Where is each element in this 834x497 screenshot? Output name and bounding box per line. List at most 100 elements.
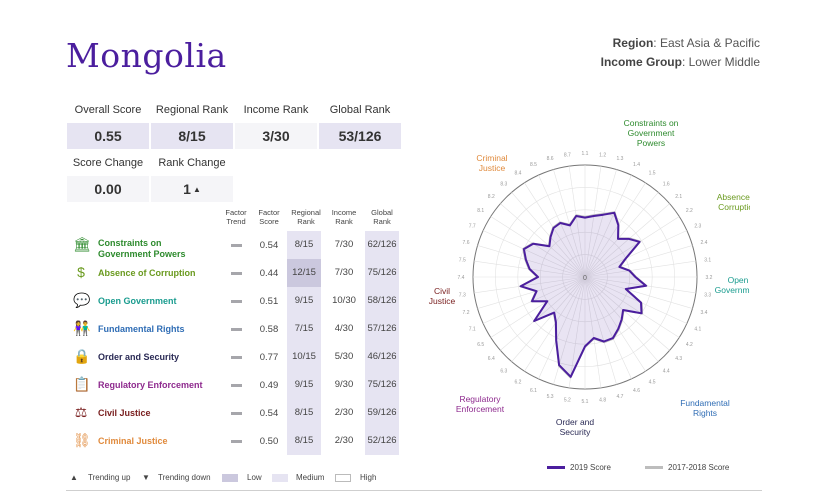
radar-spoke — [490, 276, 586, 338]
factor-name: Open Government — [98, 296, 177, 306]
radar-center-label: 0 — [583, 275, 587, 282]
income-rank-cell: 10/30 — [332, 295, 356, 306]
factor-score: 0.77 — [259, 352, 279, 363]
radar-chart: 1.1 1.2 1.3 1.4 1.5 1.6 2.1 2.2 2.3 2.4 3.1 3.2 3.3 3… — [429, 118, 750, 437]
radar-spoke — [490, 216, 586, 278]
radar-spoke — [584, 192, 659, 278]
radar-subfactor-label: 8.2 — [488, 194, 495, 200]
radar-spoke — [524, 182, 586, 278]
radar-subfactor-label: 1.1 — [582, 151, 589, 157]
factor-row: 👫 Fundamental Rights 0.58 7/15 4/30 57/126 — [70, 315, 403, 343]
radar-subfactor-label: 7.7 — [469, 223, 476, 229]
radar-subfactor-label: 5.3 — [547, 394, 554, 400]
factor-name: Constraints on Government Powers — [98, 238, 186, 259]
income-rank-cell: 4/30 — [334, 323, 354, 334]
radar-spoke — [584, 182, 646, 278]
flat-trend-icon — [231, 356, 242, 359]
radar-subfactor-label: 4.8 — [599, 398, 606, 404]
radar-subfactor-label: 4.1 — [694, 327, 701, 333]
legend-medium-swatch — [272, 474, 288, 482]
legend-medium: Medium — [296, 473, 325, 482]
radar-subfactor-label: 7.3 — [459, 293, 466, 299]
radar-spoke — [584, 166, 602, 278]
handcuffs-icon: ⛓ — [73, 432, 91, 448]
legend-low: Low — [247, 473, 262, 482]
legend-trending-up: Trending up — [88, 473, 131, 482]
radar-spoke — [584, 276, 696, 294]
factor-row: 📋 Regulatory Enforcement 0.49 9/15 9/30 75/12… — [70, 371, 403, 399]
radar-axis-label: Criminal Justice — [476, 153, 507, 173]
radar-subfactor-label: 6.2 — [514, 379, 521, 385]
income-rank-cell: 2/30 — [334, 407, 354, 418]
radar-subfactor-label: 4.3 — [675, 356, 682, 362]
radar-subfactor-label: 6.3 — [500, 369, 507, 375]
radar-subfactor-label: 7.2 — [463, 310, 470, 316]
radar-subfactor-label: 3.1 — [704, 257, 711, 263]
factor-row: 🔒 Order and Security 0.77 10/15 5/30 46/126 — [70, 343, 403, 371]
regional-rank-value: 8/15 — [151, 123, 233, 149]
factor-score: 0.49 — [259, 380, 279, 391]
legend-2019-swatch — [547, 466, 565, 470]
scales-icon: ⚖ — [74, 404, 88, 420]
radar-subfactor-label: 8.6 — [547, 156, 554, 162]
legend-low-swatch — [222, 474, 238, 482]
radar-subfactor-label: 3.3 — [704, 293, 711, 299]
legend-prev-swatch — [645, 466, 663, 470]
radar-subfactor-label: 8.4 — [514, 171, 521, 177]
radar-subfactor-label: 2.1 — [675, 194, 682, 200]
rank-change-label: Rank Change — [158, 157, 226, 169]
money-bag-icon: $ — [77, 264, 85, 280]
income-rank-cell: 7/30 — [334, 239, 354, 250]
government-building-icon: 🏛 — [73, 236, 91, 252]
factor-name: Civil Justice — [98, 408, 151, 418]
radar-subfactor-label: 5.2 — [564, 398, 571, 404]
radar-subfactor-label: 1.4 — [633, 162, 640, 168]
overall-score-value: 0.55 — [67, 123, 149, 149]
radar-spoke — [511, 276, 586, 362]
speech-bubbles-icon: 💬 — [73, 292, 91, 308]
flat-trend-icon — [231, 300, 242, 303]
income-rank-label: Income Rank — [243, 104, 309, 116]
score-change-value: 0.00 — [67, 176, 149, 202]
radar-spoke — [584, 169, 617, 278]
radar-spoke — [584, 276, 602, 388]
radar-spoke — [584, 216, 680, 278]
radar-subfactor-label: 8.5 — [530, 162, 537, 168]
radar-spoke — [477, 245, 586, 278]
radar-spoke — [584, 245, 693, 278]
region-value: East Asia & Pacific — [659, 36, 760, 50]
radar-spoke — [584, 203, 670, 278]
legend-high-swatch — [335, 474, 351, 482]
radar-subfactor-label: 6.1 — [530, 388, 537, 394]
factor-score: 0.44 — [259, 268, 279, 279]
income-group-line: Income Group: Lower Middle — [600, 55, 760, 69]
radar-series-2019 — [519, 211, 647, 378]
radar-axis-label: Order and Security — [556, 417, 595, 437]
flat-trend-icon — [231, 440, 242, 443]
radar-subfactor-label: 8.7 — [564, 152, 571, 158]
radar-spoke — [500, 276, 586, 351]
regional-rank-cell: 12/15 — [287, 259, 321, 287]
radar-subfactor-label: 4.5 — [649, 379, 656, 385]
radar-spoke — [584, 276, 646, 372]
people-icon: 👫 — [73, 320, 91, 336]
radar-subfactor-label: 4.4 — [663, 369, 670, 375]
col-global-rank: Global Rank — [371, 208, 393, 226]
global-rank-cell: 59/126 — [365, 399, 399, 427]
radar-spoke — [568, 166, 586, 278]
income-rank-value: 3/30 — [235, 123, 317, 149]
col-factor-trend: Factor Trend — [225, 208, 247, 226]
factor-name: Fundamental Rights — [98, 324, 185, 334]
radar-subfactor-label: 7.4 — [458, 275, 465, 281]
score-change-label: Score Change — [72, 157, 144, 169]
income-rank-cell: 9/30 — [334, 379, 354, 390]
radar-spoke — [584, 276, 688, 324]
country-title: Mongolia — [66, 36, 227, 75]
global-rank-label: Global Rank — [329, 104, 391, 116]
col-factor-score: Factor Score — [258, 208, 280, 226]
factor-score: 0.58 — [259, 324, 279, 335]
global-rank-value: 53/126 — [319, 123, 401, 149]
clipboard-icon: 📋 — [73, 376, 91, 392]
global-rank-cell: 62/126 — [365, 231, 399, 259]
